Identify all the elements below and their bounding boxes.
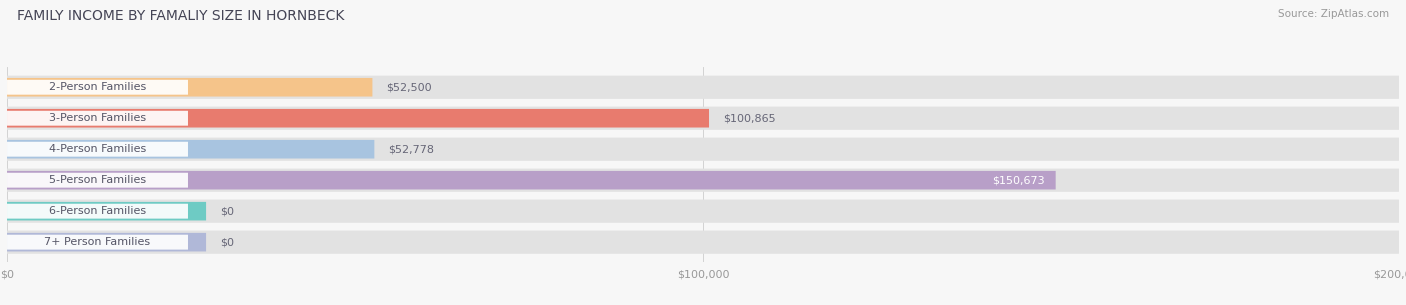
FancyBboxPatch shape bbox=[7, 142, 188, 157]
FancyBboxPatch shape bbox=[7, 231, 1399, 254]
FancyBboxPatch shape bbox=[7, 140, 374, 159]
FancyBboxPatch shape bbox=[7, 173, 188, 188]
FancyBboxPatch shape bbox=[7, 202, 207, 221]
Text: 4-Person Families: 4-Person Families bbox=[49, 144, 146, 154]
FancyBboxPatch shape bbox=[7, 233, 207, 251]
Text: 6-Person Families: 6-Person Families bbox=[49, 206, 146, 216]
FancyBboxPatch shape bbox=[7, 204, 188, 219]
FancyBboxPatch shape bbox=[7, 80, 188, 95]
FancyBboxPatch shape bbox=[7, 138, 1399, 161]
Text: Source: ZipAtlas.com: Source: ZipAtlas.com bbox=[1278, 9, 1389, 19]
FancyBboxPatch shape bbox=[7, 109, 709, 127]
Text: $100,865: $100,865 bbox=[723, 113, 776, 123]
FancyBboxPatch shape bbox=[7, 107, 1399, 130]
FancyBboxPatch shape bbox=[7, 199, 1399, 223]
Text: 7+ Person Families: 7+ Person Families bbox=[45, 237, 150, 247]
FancyBboxPatch shape bbox=[7, 235, 188, 249]
FancyBboxPatch shape bbox=[7, 111, 188, 126]
Text: FAMILY INCOME BY FAMALIY SIZE IN HORNBECK: FAMILY INCOME BY FAMALIY SIZE IN HORNBEC… bbox=[17, 9, 344, 23]
Text: $0: $0 bbox=[219, 206, 233, 216]
Text: $52,500: $52,500 bbox=[387, 82, 432, 92]
FancyBboxPatch shape bbox=[7, 171, 1056, 189]
FancyBboxPatch shape bbox=[7, 76, 1399, 99]
FancyBboxPatch shape bbox=[7, 169, 1399, 192]
Text: 3-Person Families: 3-Person Families bbox=[49, 113, 146, 123]
Text: 5-Person Families: 5-Person Families bbox=[49, 175, 146, 185]
Text: $52,778: $52,778 bbox=[388, 144, 434, 154]
Text: $0: $0 bbox=[219, 237, 233, 247]
Text: 2-Person Families: 2-Person Families bbox=[49, 82, 146, 92]
Text: $150,673: $150,673 bbox=[993, 175, 1045, 185]
FancyBboxPatch shape bbox=[7, 78, 373, 97]
